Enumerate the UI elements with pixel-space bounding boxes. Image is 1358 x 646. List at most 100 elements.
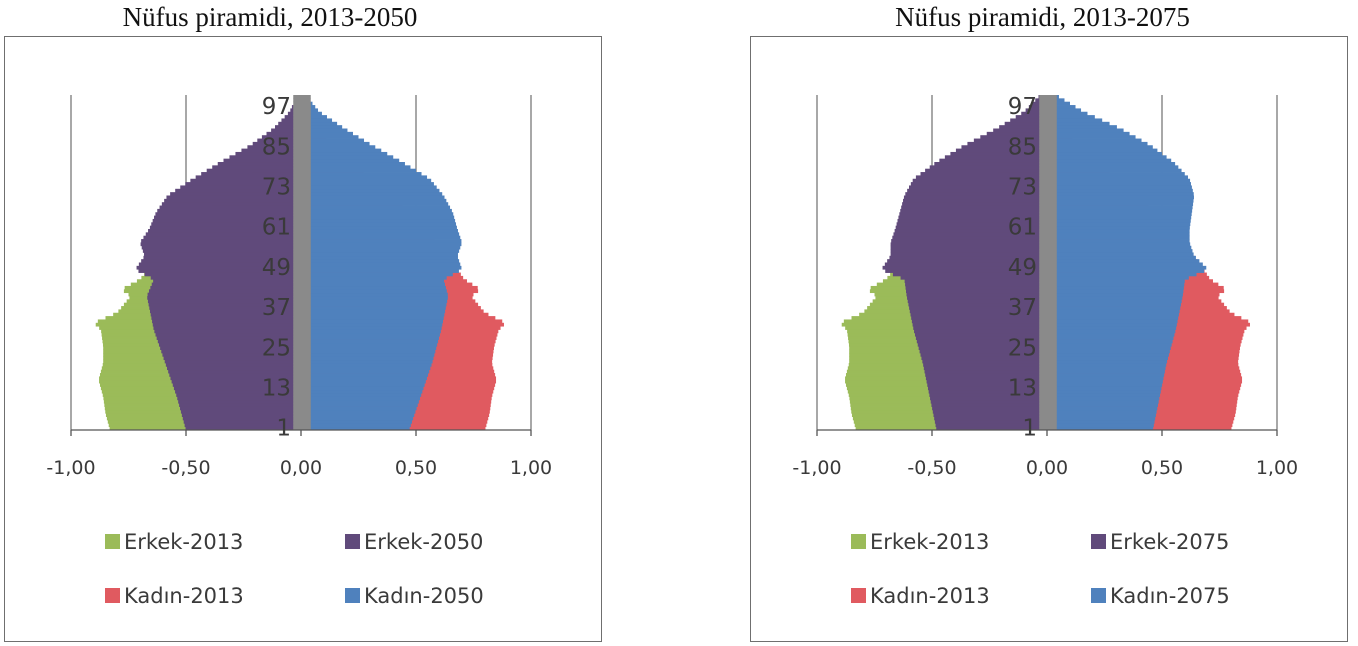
pyramid-bar (144, 252, 301, 257)
pyramid-bar (1039, 265, 1057, 270)
age-tick-label: 85 (262, 134, 291, 160)
pyramid-bar (301, 285, 446, 290)
pyramid-bar (1039, 95, 1057, 99)
pyramid-bar (1039, 172, 1057, 176)
pyramid-bar (293, 148, 311, 153)
pyramid-bar (180, 409, 301, 414)
pyramid-bar (293, 289, 311, 294)
pyramid-bar (293, 232, 311, 237)
pyramid-bar (929, 165, 1047, 170)
pyramid-bar (293, 406, 311, 411)
pyramid-bar (1047, 225, 1190, 230)
pyramid-bar (301, 416, 414, 421)
pyramid-bar (1039, 356, 1057, 361)
pyramid-bar (1047, 151, 1162, 156)
pyramid-bar (1039, 215, 1057, 220)
pyramid-bar (1047, 363, 1167, 367)
pyramid-bar (184, 423, 301, 428)
legend-item: Kadın-2013 (105, 584, 244, 608)
pyramid-bar (905, 282, 1047, 287)
pyramid-bar (930, 396, 1047, 401)
pyramid-bar (1047, 272, 1197, 277)
pyramid-bar (1039, 111, 1057, 116)
pyramid-bar (1039, 399, 1057, 404)
pyramid-bar (1047, 419, 1155, 424)
pyramid-bar (293, 115, 311, 119)
pyramid-bar (301, 342, 438, 347)
pyramid-bar (293, 128, 311, 133)
pyramid-bar (1039, 299, 1057, 304)
pyramid-bar (955, 148, 1047, 153)
pyramid-bar (301, 135, 359, 139)
pyramid-bar (195, 175, 301, 180)
pyramid-bar (278, 121, 301, 126)
pyramid-chart-2075: -1,00 -0,50 0,00 0,50 1,00 1 13 25 37 49 61 73 85 97 E… (792, 94, 1298, 608)
pyramid-bar (906, 292, 1047, 297)
pyramid-bar (151, 282, 301, 287)
pyramid-bar (301, 131, 353, 136)
pyramid-bar (293, 259, 311, 263)
pyramid-bar (918, 346, 1047, 350)
pyramid-bar (884, 262, 1047, 267)
pyramid-bar (293, 316, 311, 320)
pyramid-bar (925, 168, 1047, 173)
age-tick-label: 25 (262, 335, 291, 361)
pyramid-bar (293, 309, 311, 314)
pyramid-bar (293, 292, 311, 297)
pyramid-bar (179, 403, 301, 407)
pyramid-bar (1047, 306, 1181, 310)
pyramid-bar (165, 363, 301, 367)
pyramid-bar (1047, 195, 1194, 200)
pyramid-bar (1047, 138, 1142, 143)
pyramid-bar (1039, 141, 1057, 146)
pyramid-bar (281, 118, 301, 123)
pyramid-bar (1047, 148, 1158, 153)
pyramid-bar (293, 118, 311, 123)
pyramid-bar (293, 279, 311, 283)
pyramid-bar (1039, 98, 1057, 103)
pyramid-bar (1039, 409, 1057, 414)
pyramid-bar (301, 235, 461, 240)
pyramid-bar (293, 423, 311, 428)
pyramid-bar (1039, 285, 1057, 290)
x-tick-label: 1,00 (1256, 457, 1298, 479)
series-erkek-2050 (136, 95, 301, 431)
legend-label: Erkek-2050 (364, 530, 483, 554)
pyramid-bar (301, 339, 439, 344)
legend-swatch (345, 534, 360, 549)
pyramid-bar (293, 225, 311, 230)
pyramid-bar (147, 292, 301, 297)
pyramid-bar (293, 413, 311, 417)
pyramid-bar (1039, 383, 1057, 387)
pyramid-bar (1047, 275, 1189, 280)
pyramid-bar (141, 259, 301, 263)
pyramid-bar (293, 419, 311, 424)
pyramid-bar (1039, 289, 1057, 294)
legend-swatch (851, 534, 866, 549)
pyramid-bar (915, 336, 1047, 340)
pyramid-bar (889, 255, 1047, 260)
legend-item: Erkek-2013 (105, 530, 243, 554)
pyramid-bar (301, 195, 445, 200)
pyramid-bar (1039, 195, 1057, 200)
pyramid-bar (1039, 369, 1057, 374)
pyramid-bar (890, 242, 1047, 247)
pyramid-bar (1047, 265, 1207, 270)
pyramid-bar (1039, 309, 1057, 314)
pyramid-bar (934, 419, 1047, 424)
legend-label: Kadın-2013 (870, 584, 990, 608)
pyramid-bar (301, 215, 455, 220)
pyramid-bar (293, 155, 311, 160)
pyramid-bar (1047, 376, 1164, 381)
pyramid-bar (906, 289, 1047, 294)
pyramid-bar (154, 329, 301, 334)
pyramid-bar (1039, 158, 1057, 163)
pyramid-bar (926, 379, 1047, 384)
pyramid-bar (909, 309, 1047, 314)
pyramid-bar (293, 151, 311, 156)
pyramid-bar (1047, 299, 1182, 304)
pyramid-bar (301, 165, 411, 170)
pyramid-bar (271, 128, 301, 133)
pyramid-bar (1039, 326, 1057, 330)
pyramid-bar (301, 145, 376, 149)
